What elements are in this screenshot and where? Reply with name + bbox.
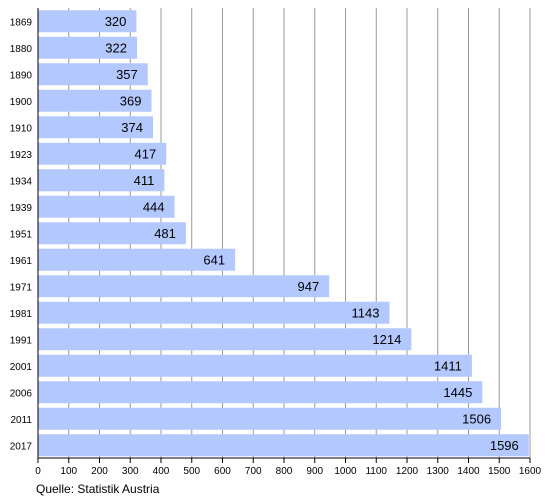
category-labels: 1869 1880 1890 1900 1910 1923 1934 1939 1951 1961… xyxy=(10,17,33,452)
category-label: 1971 xyxy=(10,282,33,293)
bar xyxy=(38,434,529,457)
data-label: 1445 xyxy=(443,385,472,400)
data-label: 641 xyxy=(203,252,225,267)
x-tick-label: 1000 xyxy=(334,466,357,477)
x-axis: 0 100 200 300 400 500 600 700 800 900 1000 1100 1200… xyxy=(35,8,542,477)
data-label: 320 xyxy=(105,14,127,29)
x-tick-label: 1600 xyxy=(519,466,542,477)
x-tick-label: 700 xyxy=(245,466,262,477)
category-label: 1951 xyxy=(10,229,33,240)
data-label: 481 xyxy=(154,226,176,241)
x-tick-label: 600 xyxy=(214,466,231,477)
bar xyxy=(38,328,412,351)
category-label: 1961 xyxy=(10,256,33,267)
x-tick-label: 1100 xyxy=(365,466,387,477)
bar xyxy=(38,407,502,430)
category-label: 1934 xyxy=(10,176,33,187)
category-label: 1890 xyxy=(10,70,33,81)
category-label: 2001 xyxy=(10,362,33,373)
data-label: 1506 xyxy=(462,411,491,426)
x-tick-label: 200 xyxy=(91,466,108,477)
category-label: 1880 xyxy=(10,44,33,55)
data-label: 322 xyxy=(105,40,127,55)
x-tick-label: 300 xyxy=(122,466,139,477)
data-label: 411 xyxy=(134,173,155,188)
bar xyxy=(38,195,175,218)
category-label: 2017 xyxy=(10,441,33,452)
bar xyxy=(38,222,186,245)
category-label: 1939 xyxy=(10,203,33,214)
category-label: 1981 xyxy=(10,309,33,320)
bar xyxy=(38,10,137,33)
data-label: 444 xyxy=(143,199,165,214)
bar xyxy=(38,169,165,192)
bar xyxy=(38,89,152,112)
category-label: 1910 xyxy=(10,123,33,134)
x-tick-label: 800 xyxy=(276,466,293,477)
x-tick-label: 1200 xyxy=(396,466,419,477)
category-label: 1991 xyxy=(10,335,33,346)
source-note: Quelle: Statistik Austria xyxy=(36,482,160,496)
x-tick-label: 1400 xyxy=(457,466,480,477)
bars: 320 322 357 369 374 417 411 444 481 641 947 1143 121… xyxy=(38,10,529,457)
x-tick-label: 500 xyxy=(183,466,200,477)
bar xyxy=(38,381,483,404)
data-label: 947 xyxy=(297,279,319,294)
bar xyxy=(38,301,390,324)
category-label: 1923 xyxy=(10,150,33,161)
bar xyxy=(38,248,236,271)
data-label: 1596 xyxy=(490,438,519,453)
data-label: 417 xyxy=(135,146,157,161)
category-label: 1900 xyxy=(10,97,33,108)
data-label: 374 xyxy=(121,120,143,135)
data-label: 1411 xyxy=(434,358,462,373)
x-tick-label: 1500 xyxy=(488,466,511,477)
x-tick-label: 100 xyxy=(60,466,77,477)
x-tick-label: 400 xyxy=(153,466,170,477)
bar xyxy=(38,36,138,59)
data-label: 357 xyxy=(116,67,138,82)
bar xyxy=(38,116,154,139)
category-label: 1869 xyxy=(10,17,33,28)
x-tick-label: 1300 xyxy=(427,466,450,477)
category-label: 2011 xyxy=(10,415,32,426)
category-label: 2006 xyxy=(10,388,33,399)
data-label: 1143 xyxy=(352,305,380,320)
bar xyxy=(38,354,472,377)
bar xyxy=(38,142,167,165)
x-tick-label: 0 xyxy=(35,466,41,477)
data-label: 369 xyxy=(120,93,142,108)
bar xyxy=(38,63,148,86)
data-label: 1214 xyxy=(372,332,401,347)
x-tick-label: 900 xyxy=(306,466,323,477)
bar xyxy=(38,275,330,298)
